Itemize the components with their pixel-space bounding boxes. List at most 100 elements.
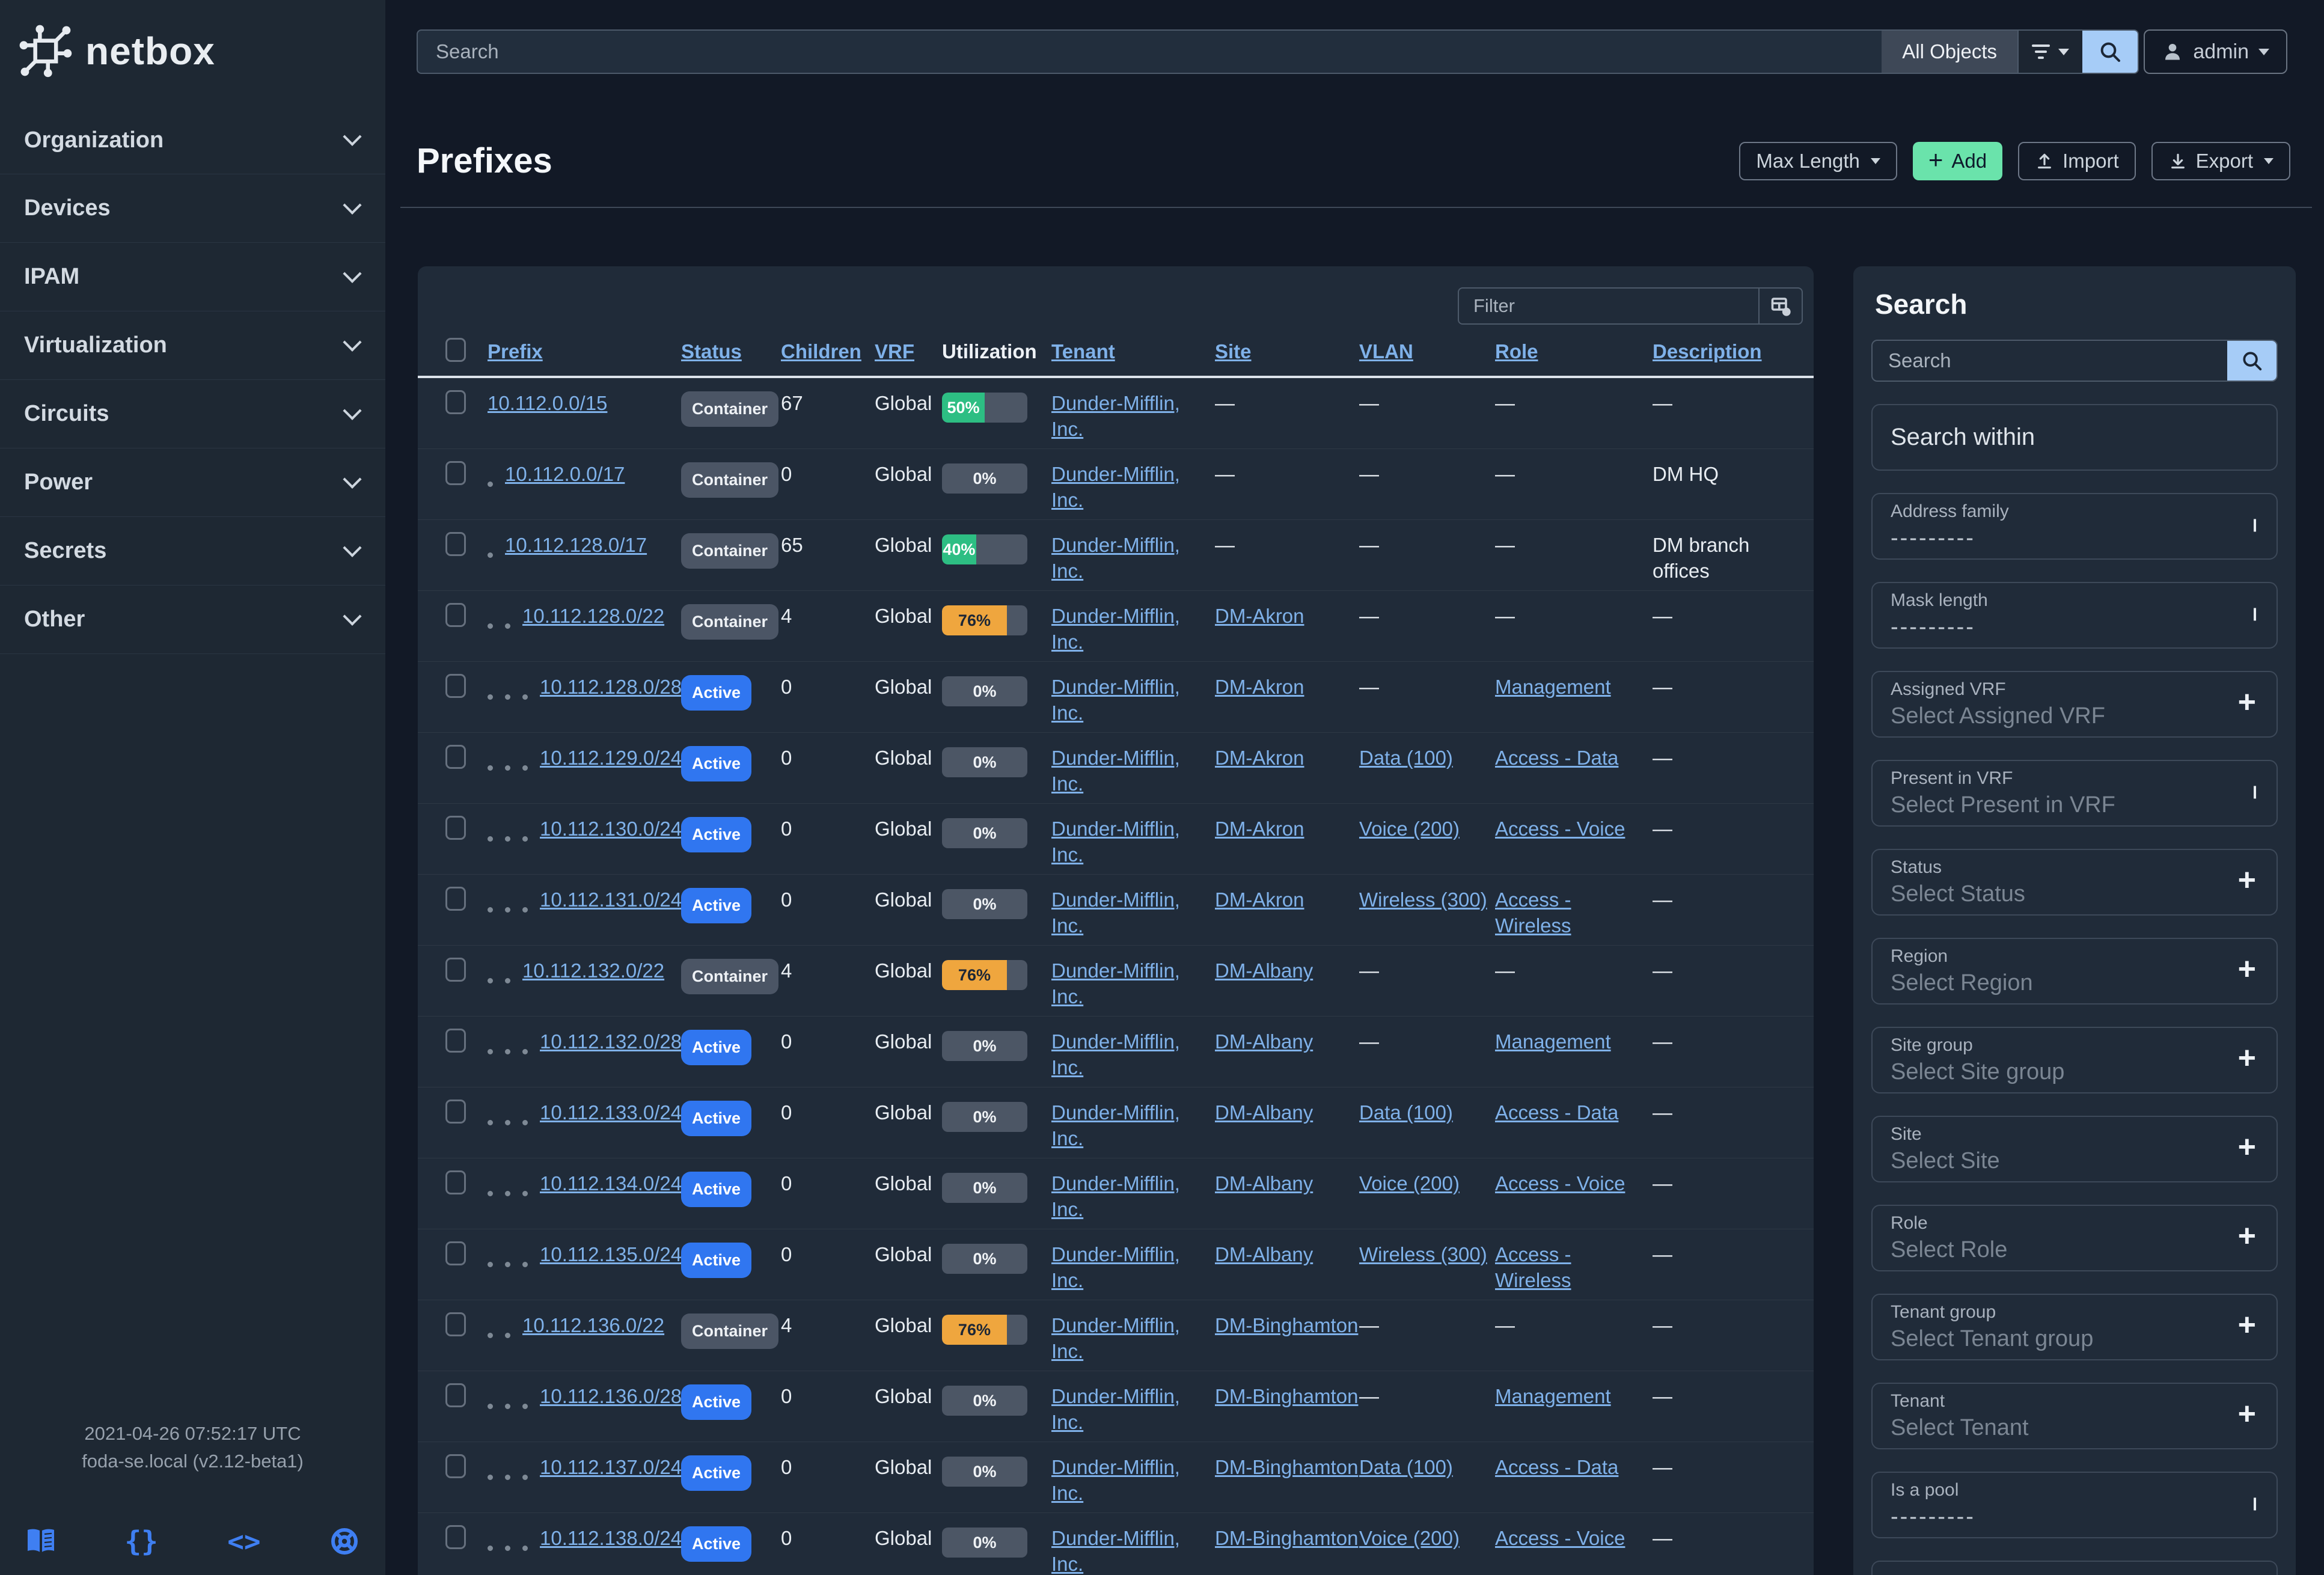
status-badge[interactable]: Container <box>681 959 779 994</box>
row-checkbox[interactable] <box>445 745 466 769</box>
filter-field-assigned-vrf[interactable]: Assigned VRF Select Assigned VRF + <box>1871 671 2278 738</box>
row-checkbox[interactable] <box>445 816 466 840</box>
max-length-button[interactable]: Max Length <box>1739 141 1897 180</box>
tenant-link[interactable]: Dunder-Mifflin, Inc. <box>1051 534 1180 582</box>
status-badge[interactable]: Container <box>681 462 779 498</box>
column-header-children[interactable]: Children <box>781 340 861 362</box>
tenant-link[interactable]: Dunder-Mifflin, Inc. <box>1051 463 1180 511</box>
site-link[interactable]: DM-Binghamton <box>1215 1527 1359 1549</box>
user-menu-button[interactable]: admin <box>2144 29 2287 74</box>
filter-field-tenant[interactable]: Tenant Select Tenant + <box>1871 1383 2278 1449</box>
tenant-link[interactable]: Dunder-Mifflin, Inc. <box>1051 1385 1180 1433</box>
tenant-link[interactable]: Dunder-Mifflin, Inc. <box>1051 1172 1180 1220</box>
prefix-link[interactable]: 10.112.135.0/24 <box>540 1243 682 1265</box>
prefix-link[interactable]: 10.112.0.0/15 <box>488 392 608 414</box>
tenant-link[interactable]: Dunder-Mifflin, Inc. <box>1051 605 1180 653</box>
status-badge[interactable]: Active <box>681 1384 752 1420</box>
filter-field-tenant-group[interactable]: Tenant group Select Tenant group + <box>1871 1294 2278 1360</box>
prefix-link[interactable]: 10.112.133.0/24 <box>540 1101 682 1124</box>
status-badge[interactable]: Active <box>681 675 752 711</box>
export-button[interactable]: Export <box>2151 141 2290 180</box>
role-link[interactable]: Access - Wireless <box>1495 1243 1571 1291</box>
prefix-link[interactable]: 10.112.137.0/24 <box>540 1456 682 1478</box>
sidebar-item-power[interactable]: Power <box>0 448 385 517</box>
prefix-link[interactable]: 10.112.138.0/24 <box>540 1527 682 1549</box>
prefix-link[interactable]: 10.112.128.0/22 <box>522 605 665 627</box>
code-brackets-icon[interactable]: <> <box>227 1525 261 1558</box>
filter-field-is-a-pool[interactable]: Is a pool --------- <box>1871 1472 2278 1538</box>
api-braces-icon[interactable]: {} <box>124 1525 158 1558</box>
prefix-link[interactable]: 10.112.132.0/28 <box>540 1030 682 1053</box>
status-badge[interactable]: Active <box>681 1101 752 1136</box>
status-badge[interactable]: Active <box>681 1455 752 1491</box>
status-badge[interactable]: Container <box>681 1314 779 1349</box>
table-filter-input[interactable] <box>1459 289 1758 323</box>
table-columns-config-button[interactable] <box>1758 289 1802 323</box>
filter-field-region[interactable]: Region Select Region + <box>1871 938 2278 1005</box>
search-scope-selector[interactable]: All Objects <box>1882 31 2017 73</box>
prefix-link[interactable]: 10.112.0.0/17 <box>505 463 625 485</box>
row-checkbox[interactable] <box>445 1525 466 1549</box>
row-checkbox[interactable] <box>445 390 466 414</box>
site-link[interactable]: DM-Albany <box>1215 1101 1313 1124</box>
vlan-link[interactable]: Data (100) <box>1359 747 1453 769</box>
role-link[interactable]: Access - Data <box>1495 1101 1619 1124</box>
role-link[interactable]: Access - Voice <box>1495 818 1625 840</box>
status-badge[interactable]: Container <box>681 604 779 640</box>
row-checkbox[interactable] <box>445 1029 466 1053</box>
site-link[interactable]: DM-Akron <box>1215 818 1304 840</box>
filter-field-mask-length[interactable]: Mask length --------- <box>1871 582 2278 649</box>
prefix-link[interactable]: 10.112.134.0/24 <box>540 1172 682 1194</box>
site-link[interactable]: DM-Akron <box>1215 605 1304 627</box>
column-header-prefix[interactable]: Prefix <box>488 340 543 362</box>
filter-field-search-within[interactable]: Search within <box>1871 404 2278 471</box>
prefix-link[interactable]: 10.112.136.0/28 <box>540 1385 682 1407</box>
row-checkbox[interactable] <box>445 1170 466 1194</box>
tenant-link[interactable]: Dunder-Mifflin, Inc. <box>1051 392 1180 440</box>
sidebar-item-devices[interactable]: Devices <box>0 174 385 243</box>
vlan-link[interactable]: Voice (200) <box>1359 1527 1460 1549</box>
prefix-link[interactable]: 10.112.128.0/17 <box>505 534 647 556</box>
tenant-link[interactable]: Dunder-Mifflin, Inc. <box>1051 1527 1180 1575</box>
tenant-link[interactable]: Dunder-Mifflin, Inc. <box>1051 959 1180 1008</box>
select-all-checkbox[interactable] <box>445 338 466 362</box>
sidebar-item-circuits[interactable]: Circuits <box>0 380 385 448</box>
site-link[interactable]: DM-Albany <box>1215 1030 1313 1053</box>
row-checkbox[interactable] <box>445 674 466 698</box>
sidebar-item-ipam[interactable]: IPAM <box>0 243 385 311</box>
vlan-link[interactable]: Voice (200) <box>1359 1172 1460 1194</box>
filter-field-site-group[interactable]: Site group Select Site group + <box>1871 1027 2278 1093</box>
tenant-link[interactable]: Dunder-Mifflin, Inc. <box>1051 1456 1180 1504</box>
row-checkbox[interactable] <box>445 603 466 627</box>
filter-field-site[interactable]: Site Select Site + <box>1871 1116 2278 1182</box>
row-checkbox[interactable] <box>445 887 466 911</box>
vlan-link[interactable]: Data (100) <box>1359 1456 1453 1478</box>
role-link[interactable]: Access - Voice <box>1495 1172 1625 1194</box>
import-button[interactable]: Import <box>2018 141 2136 180</box>
panel-search-input[interactable] <box>1873 341 2227 381</box>
sidebar-item-organization[interactable]: Organization <box>0 106 385 174</box>
status-badge[interactable]: Active <box>681 817 752 852</box>
tenant-link[interactable]: Dunder-Mifflin, Inc. <box>1051 747 1180 795</box>
sidebar-item-secrets[interactable]: Secrets <box>0 517 385 586</box>
row-checkbox[interactable] <box>445 1383 466 1407</box>
prefix-link[interactable]: 10.112.131.0/24 <box>540 888 682 911</box>
role-link[interactable]: Access - Data <box>1495 1456 1619 1478</box>
status-badge[interactable]: Active <box>681 1172 752 1207</box>
site-link[interactable]: DM-Binghamton <box>1215 1314 1359 1336</box>
filter-field-status[interactable]: Status Select Status + <box>1871 849 2278 916</box>
status-badge[interactable]: Active <box>681 888 752 923</box>
row-checkbox[interactable] <box>445 1454 466 1478</box>
prefix-link[interactable]: 10.112.130.0/24 <box>540 818 682 840</box>
tenant-link[interactable]: Dunder-Mifflin, Inc. <box>1051 888 1180 937</box>
row-checkbox[interactable] <box>445 1241 466 1265</box>
sidebar-item-other[interactable]: Other <box>0 586 385 654</box>
site-link[interactable]: DM-Akron <box>1215 676 1304 698</box>
global-search-input[interactable] <box>418 31 1882 73</box>
tenant-link[interactable]: Dunder-Mifflin, Inc. <box>1051 1030 1180 1078</box>
vlan-link[interactable]: Wireless (300) <box>1359 1243 1487 1265</box>
sidebar-item-virtualization[interactable]: Virtualization <box>0 311 385 380</box>
tenant-link[interactable]: Dunder-Mifflin, Inc. <box>1051 676 1180 724</box>
filter-field-address-family[interactable]: Address family --------- <box>1871 493 2278 560</box>
netbox-logo[interactable]: netbox <box>0 0 385 78</box>
